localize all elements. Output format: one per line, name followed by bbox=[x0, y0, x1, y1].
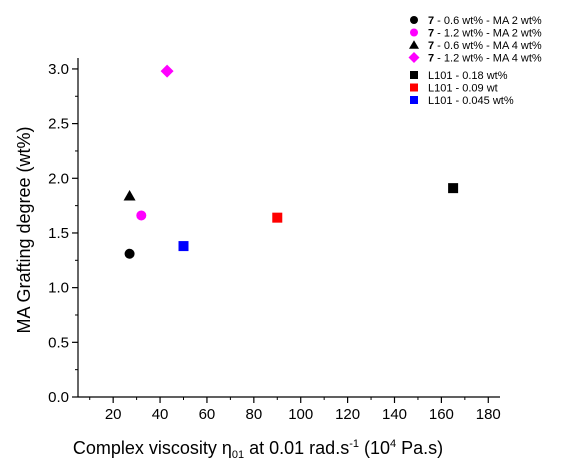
x-axis-title-superscript-1: -1 bbox=[349, 438, 359, 450]
axes bbox=[77, 58, 500, 398]
legend-label-text: - 0.6 wt% - MA 4 wt% bbox=[434, 40, 542, 52]
legend-label-bold: 7 bbox=[428, 15, 434, 27]
y-axis-title: MA Grafting degree (wt%) bbox=[14, 126, 34, 333]
legend-marker-3 bbox=[409, 40, 419, 49]
data-point-series-5 bbox=[448, 183, 459, 194]
x-axis-title-subscript: 01 bbox=[232, 449, 244, 461]
legend-label-text: L101 - 0.045 wt% bbox=[428, 95, 514, 107]
legend-label-bold: 7 bbox=[428, 53, 434, 65]
x-axis-title-rest: at 0.01 rad.s bbox=[244, 438, 349, 458]
y-tick-label: 0.0 bbox=[48, 389, 69, 406]
x-tick-label: 140 bbox=[382, 406, 407, 423]
y-tick-label: 2.0 bbox=[48, 170, 69, 187]
x-axis-title-paren: (10 bbox=[359, 438, 390, 458]
x-ticks: 20 40 60 80 100 120 140 160 180 bbox=[89, 397, 501, 423]
x-tick-label: 80 bbox=[245, 406, 262, 423]
legend-label-bold: 7 bbox=[428, 28, 434, 40]
legend-label-bold: 7 bbox=[428, 40, 434, 52]
x-axis-title: Complex viscosity η01 at 0.01 rad.s-1 (1… bbox=[73, 438, 443, 461]
x-axis-title-superscript-2: 4 bbox=[390, 438, 396, 450]
data-point-series-3 bbox=[123, 190, 136, 201]
x-axis-title-end: Pa.s) bbox=[396, 438, 443, 458]
data-point-series-6 bbox=[272, 212, 283, 223]
x-axis-title-main: Complex viscosity η bbox=[73, 438, 232, 458]
y-tick-label: 1.0 bbox=[48, 280, 69, 297]
data-point-series-2 bbox=[136, 210, 147, 221]
legend-label-2: 7 - 1.2 wt% - MA 2 wt% bbox=[428, 28, 542, 40]
legend-marker-2 bbox=[410, 28, 418, 37]
legend-marker-6 bbox=[410, 83, 418, 92]
x-tick-label: 40 bbox=[152, 406, 169, 423]
legend-label-1: 7 - 0.6 wt% - MA 2 wt% bbox=[428, 15, 542, 27]
legend-marker-5 bbox=[410, 71, 418, 79]
legend: 7 - 0.6 wt% - MA 2 wt%7 - 1.2 wt% - MA 2… bbox=[408, 15, 542, 107]
y-tick-label: 3.0 bbox=[48, 61, 69, 78]
legend-label-text: L101 - 0.09 wt bbox=[428, 83, 498, 95]
legend-label-text: L101 - 0.18 wt% bbox=[428, 70, 508, 82]
legend-marker-7 bbox=[410, 96, 418, 104]
data-points bbox=[123, 64, 459, 259]
x-tick-label: 60 bbox=[199, 406, 216, 423]
legend-label-3: 7 - 0.6 wt% - MA 4 wt% bbox=[428, 40, 542, 52]
y-tick-label: 0.5 bbox=[48, 334, 69, 351]
legend-label-7: L101 - 0.045 wt% bbox=[428, 95, 514, 107]
y-ticks: 0.0 0.5 1.0 1.5 2.0 2.5 3.0 bbox=[48, 61, 78, 406]
legend-marker-1 bbox=[410, 16, 418, 24]
x-tick-label: 100 bbox=[288, 406, 313, 423]
legend-label-5: L101 - 0.18 wt% bbox=[428, 70, 508, 82]
x-tick-label: 20 bbox=[105, 406, 122, 423]
legend-label-4: 7 - 1.2 wt% - MA 4 wt% bbox=[428, 53, 542, 65]
x-tick-label: 160 bbox=[429, 406, 454, 423]
legend-label-text: - 1.2 wt% - MA 4 wt% bbox=[434, 53, 542, 65]
y-tick-label: 1.5 bbox=[48, 225, 69, 242]
y-tick-label: 2.5 bbox=[48, 116, 69, 133]
legend-marker-4 bbox=[408, 52, 420, 63]
legend-label-6: L101 - 0.09 wt bbox=[428, 83, 498, 95]
data-point-series-4 bbox=[160, 64, 174, 78]
legend-label-text: - 0.6 wt% - MA 2 wt% bbox=[434, 15, 542, 27]
x-tick-label: 120 bbox=[335, 406, 360, 423]
data-point-series-7 bbox=[178, 241, 189, 252]
legend-label-text: - 1.2 wt% - MA 2 wt% bbox=[434, 28, 542, 40]
x-tick-label: 180 bbox=[476, 406, 501, 423]
data-point-series-1 bbox=[124, 248, 135, 259]
